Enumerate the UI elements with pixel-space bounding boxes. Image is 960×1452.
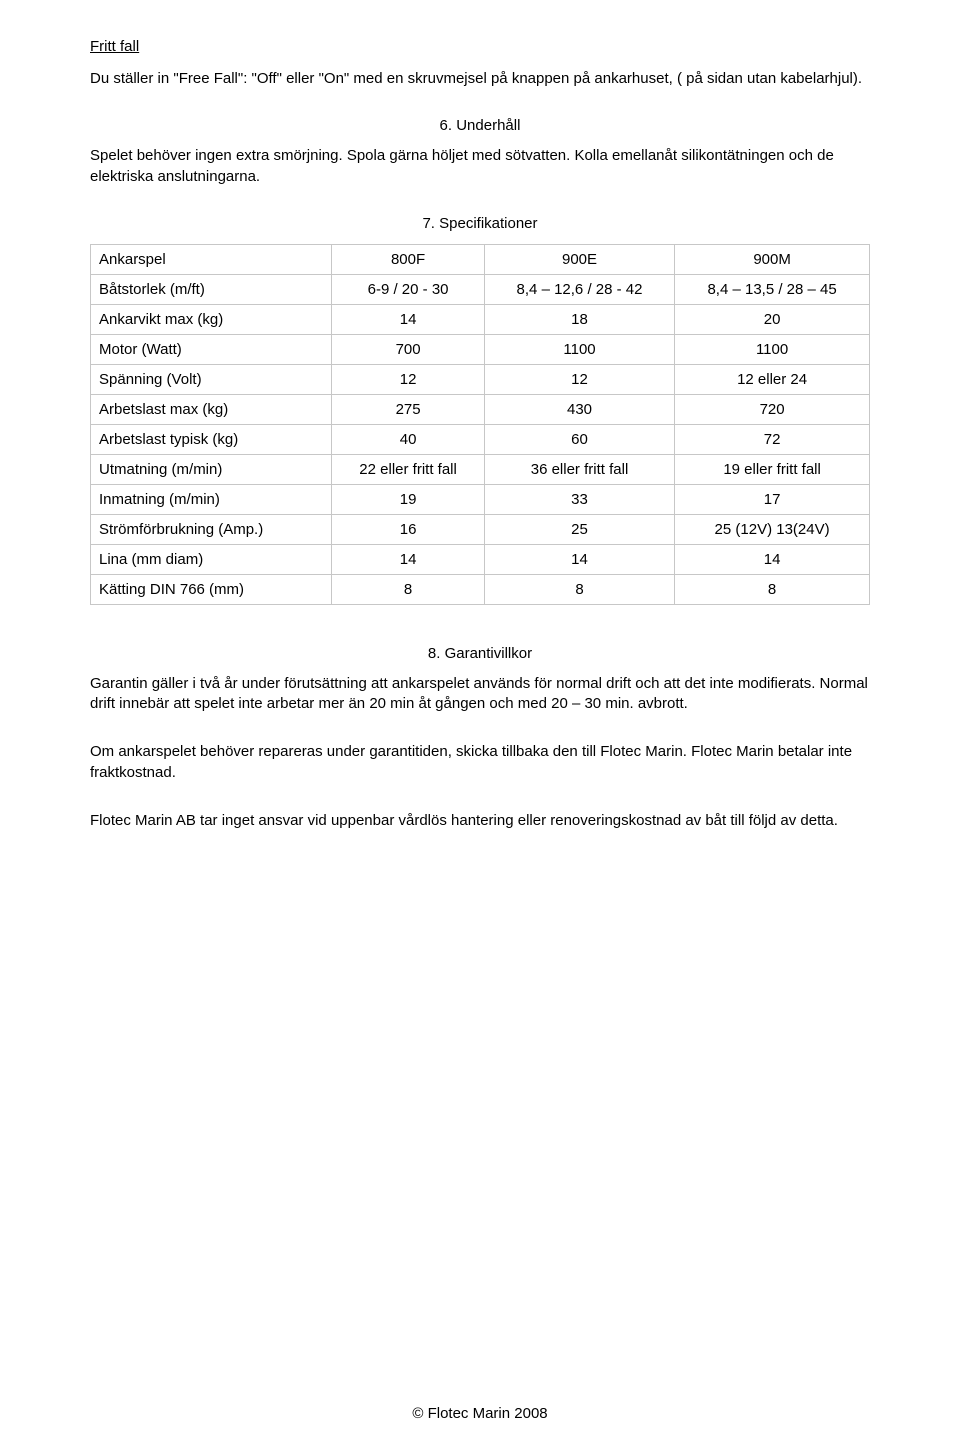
table-cell: Lina (mm diam): [91, 544, 332, 574]
table-cell: 19 eller fritt fall: [675, 454, 870, 484]
table-row: Ankarvikt max (kg)141820: [91, 304, 870, 334]
table-cell: Inmatning (m/min): [91, 484, 332, 514]
table-row: Lina (mm diam)141414: [91, 544, 870, 574]
table-cell: 900M: [675, 244, 870, 274]
table-cell: Båtstorlek (m/ft): [91, 274, 332, 304]
table-cell: 18: [484, 304, 674, 334]
table-cell: 8: [675, 574, 870, 604]
table-cell: 1100: [675, 334, 870, 364]
table-row: Motor (Watt)70011001100: [91, 334, 870, 364]
table-cell: 12 eller 24: [675, 364, 870, 394]
table-row: Spänning (Volt)121212 eller 24: [91, 364, 870, 394]
table-cell: 25 (12V) 13(24V): [675, 514, 870, 544]
table-cell: 275: [332, 394, 485, 424]
table-cell: 14: [332, 304, 485, 334]
table-cell: Ankarspel: [91, 244, 332, 274]
table-cell: Motor (Watt): [91, 334, 332, 364]
table-cell: 40: [332, 424, 485, 454]
garanti-heading: 8. Garantivillkor: [90, 645, 870, 662]
table-cell: 36 eller fritt fall: [484, 454, 674, 484]
table-cell: 1100: [484, 334, 674, 364]
table-cell: Arbetslast typisk (kg): [91, 424, 332, 454]
document-page: Fritt fall Du ställer in "Free Fall": "O…: [0, 0, 960, 1452]
table-cell: 25: [484, 514, 674, 544]
table-row: Kätting DIN 766 (mm)888: [91, 574, 870, 604]
table-cell: 6-9 / 20 - 30: [332, 274, 485, 304]
garanti-para3: Flotec Marin AB tar inget ansvar vid upp…: [90, 811, 870, 831]
table-cell: Kätting DIN 766 (mm): [91, 574, 332, 604]
table-cell: 8: [332, 574, 485, 604]
table-cell: 16: [332, 514, 485, 544]
table-cell: 800F: [332, 244, 485, 274]
table-cell: Arbetslast max (kg): [91, 394, 332, 424]
table-cell: 14: [675, 544, 870, 574]
table-cell: Strömförbrukning (Amp.): [91, 514, 332, 544]
table-cell: 700: [332, 334, 485, 364]
table-cell: 8,4 – 13,5 / 28 – 45: [675, 274, 870, 304]
table-row: Båtstorlek (m/ft)6-9 / 20 - 308,4 – 12,6…: [91, 274, 870, 304]
table-cell: 17: [675, 484, 870, 514]
table-row: Arbetslast typisk (kg)406072: [91, 424, 870, 454]
fritt-fall-text: Du ställer in "Free Fall": "Off" eller "…: [90, 69, 870, 89]
underhall-text: Spelet behöver ingen extra smörjning. Sp…: [90, 146, 870, 187]
table-row: Ankarspel800F900E900M: [91, 244, 870, 274]
spec-table: Ankarspel800F900E900MBåtstorlek (m/ft)6-…: [90, 244, 870, 605]
table-cell: 14: [484, 544, 674, 574]
table-cell: 20: [675, 304, 870, 334]
spec-heading: 7. Specifikationer: [90, 215, 870, 232]
table-cell: 33: [484, 484, 674, 514]
table-cell: 430: [484, 394, 674, 424]
garanti-para2: Om ankarspelet behöver repareras under g…: [90, 742, 870, 783]
table-cell: 72: [675, 424, 870, 454]
table-row: Arbetslast max (kg)275430720: [91, 394, 870, 424]
table-cell: 900E: [484, 244, 674, 274]
table-row: Strömförbrukning (Amp.)162525 (12V) 13(2…: [91, 514, 870, 544]
table-cell: 19: [332, 484, 485, 514]
garanti-para1: Garantin gäller i två år under förutsätt…: [90, 674, 870, 715]
table-cell: Utmatning (m/min): [91, 454, 332, 484]
table-row: Inmatning (m/min)193317: [91, 484, 870, 514]
table-cell: 720: [675, 394, 870, 424]
table-cell: Ankarvikt max (kg): [91, 304, 332, 334]
table-cell: 8: [484, 574, 674, 604]
spec-table-body: Ankarspel800F900E900MBåtstorlek (m/ft)6-…: [91, 244, 870, 604]
fritt-fall-title: Fritt fall: [90, 38, 870, 55]
underhall-heading: 6. Underhåll: [90, 117, 870, 134]
table-cell: 12: [484, 364, 674, 394]
table-cell: Spänning (Volt): [91, 364, 332, 394]
page-footer: © Flotec Marin 2008: [0, 1405, 960, 1422]
table-cell: 14: [332, 544, 485, 574]
table-cell: 8,4 – 12,6 / 28 - 42: [484, 274, 674, 304]
table-row: Utmatning (m/min)22 eller fritt fall36 e…: [91, 454, 870, 484]
table-cell: 22 eller fritt fall: [332, 454, 485, 484]
table-cell: 12: [332, 364, 485, 394]
table-cell: 60: [484, 424, 674, 454]
